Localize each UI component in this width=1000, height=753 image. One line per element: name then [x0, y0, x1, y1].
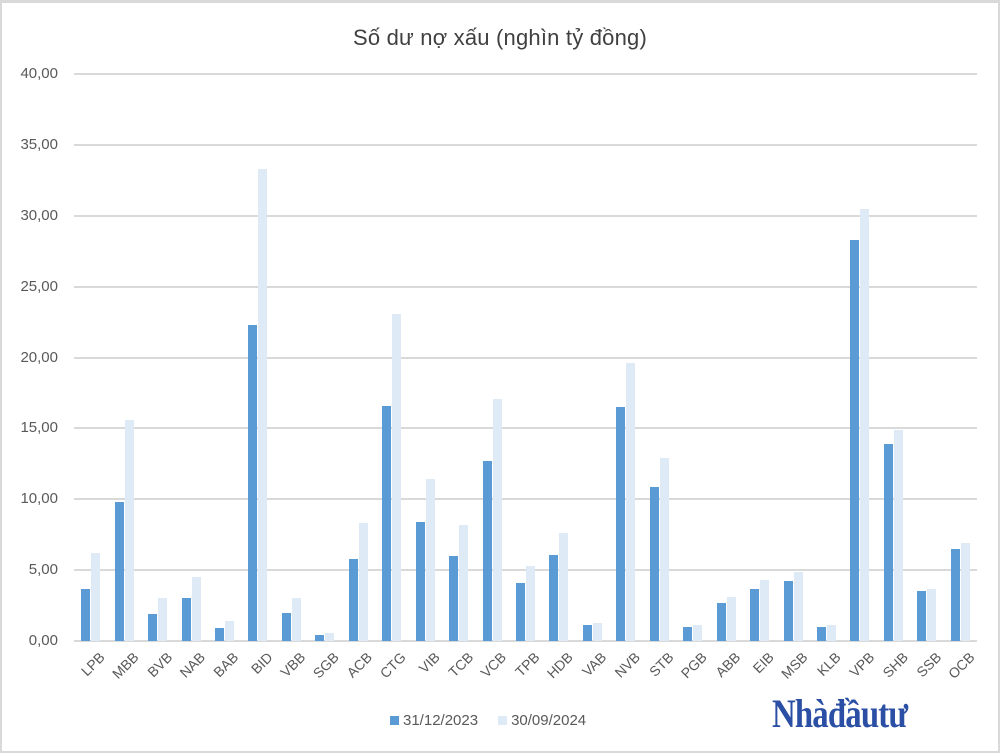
legend-swatch-icon — [390, 716, 399, 725]
bar-pgb-2023 — [683, 626, 693, 641]
gridline — [74, 73, 977, 75]
chart-title: Số dư nợ xấu (nghìn tỷ đồng) — [352, 25, 648, 50]
gridline — [74, 143, 977, 146]
gridline — [74, 640, 977, 642]
bar-bab-2024 — [225, 621, 234, 641]
bar-vpb-2023 — [850, 239, 860, 641]
bar-msb-2024 — [793, 571, 803, 641]
bar-bid-2024 — [258, 168, 268, 641]
bar-hdb-2024 — [559, 533, 569, 641]
y-tick-label: 40,00 — [20, 65, 58, 82]
bar-abb-2024 — [726, 597, 736, 641]
bar-stb-2024 — [659, 458, 669, 641]
bar-tcb-2024 — [459, 524, 469, 641]
gridline — [74, 214, 977, 217]
bar-nvb-2023 — [616, 407, 626, 641]
legend: 31/12/2023 30/09/2024 — [390, 712, 586, 729]
bar-lpb-2023 — [81, 588, 91, 641]
bar-sgb-2024 — [325, 632, 335, 641]
y-tick-label: 25,00 — [20, 277, 58, 295]
nhadautu-logo: Nhàđầutư — [772, 691, 908, 736]
bar-pgb-2024 — [693, 625, 703, 641]
bar-ctg-2023 — [382, 405, 392, 641]
legend-swatch-icon — [498, 716, 508, 725]
gridline — [74, 569, 977, 572]
bar-eib-2024 — [760, 580, 770, 641]
bar-vcb-2024 — [492, 398, 502, 641]
bar-nab-2024 — [191, 577, 201, 641]
bar-lpb-2024 — [91, 553, 101, 641]
y-tick-label: 15,00 — [20, 419, 58, 437]
bar-vbb-2023 — [281, 612, 291, 641]
bar-tcb-2023 — [449, 555, 459, 641]
gridline — [74, 427, 977, 430]
bar-ocb-2024 — [960, 543, 970, 641]
y-tick-label: 20,00 — [20, 348, 58, 366]
bar-mbb-2023 — [114, 502, 124, 641]
y-tick-label: 5,00 — [28, 561, 58, 579]
bar-tpb-2023 — [516, 582, 525, 641]
legend-label: 30/09/2024 — [511, 712, 587, 729]
bar-bab-2023 — [215, 628, 224, 641]
bar-sgb-2023 — [315, 635, 325, 641]
bar-bid-2023 — [248, 324, 258, 641]
bar-ssb-2024 — [927, 588, 937, 641]
bar-bvb-2023 — [148, 614, 158, 641]
gridline — [74, 285, 977, 288]
y-tick-label: 35,00 — [20, 135, 58, 153]
bar-vab-2024 — [592, 622, 602, 641]
bar-mbb-2024 — [124, 419, 134, 641]
y-tick-label: 0,00 — [28, 632, 58, 649]
bar-vib-2023 — [415, 521, 425, 641]
bar-vbb-2024 — [291, 598, 301, 641]
bar-nab-2023 — [181, 598, 191, 641]
bar-shb-2024 — [893, 429, 903, 641]
bar-abb-2023 — [716, 602, 726, 641]
bar-eib-2023 — [750, 588, 760, 641]
bar-klb-2024 — [827, 625, 836, 641]
bar-bvb-2024 — [158, 598, 168, 641]
bar-klb-2023 — [817, 626, 826, 641]
bar-hdb-2023 — [549, 554, 559, 641]
legend-item-2024: 30/09/2024 — [498, 712, 586, 729]
bar-vab-2023 — [582, 625, 592, 641]
bar-acb-2023 — [348, 558, 358, 641]
bar-vcb-2023 — [482, 460, 492, 641]
gridline — [74, 356, 977, 359]
legend-item-2023: 31/12/2023 — [390, 712, 478, 729]
plot-area — [74, 73, 977, 642]
y-tick-label: 30,00 — [20, 206, 58, 224]
bar-shb-2023 — [883, 443, 893, 641]
bar-stb-2023 — [649, 486, 659, 641]
bar-ssb-2023 — [917, 591, 927, 641]
bar-tpb-2024 — [526, 565, 535, 641]
bar-acb-2024 — [358, 523, 368, 641]
bar-nvb-2024 — [626, 363, 636, 641]
bar-vpb-2024 — [860, 208, 870, 641]
gridline — [74, 498, 977, 501]
bar-ocb-2023 — [950, 548, 960, 641]
bar-msb-2023 — [783, 581, 793, 641]
bar-ctg-2024 — [392, 313, 402, 641]
legend-label: 31/12/2023 — [403, 712, 479, 729]
y-tick-label: 10,00 — [20, 490, 58, 508]
bar-vib-2024 — [425, 479, 435, 641]
